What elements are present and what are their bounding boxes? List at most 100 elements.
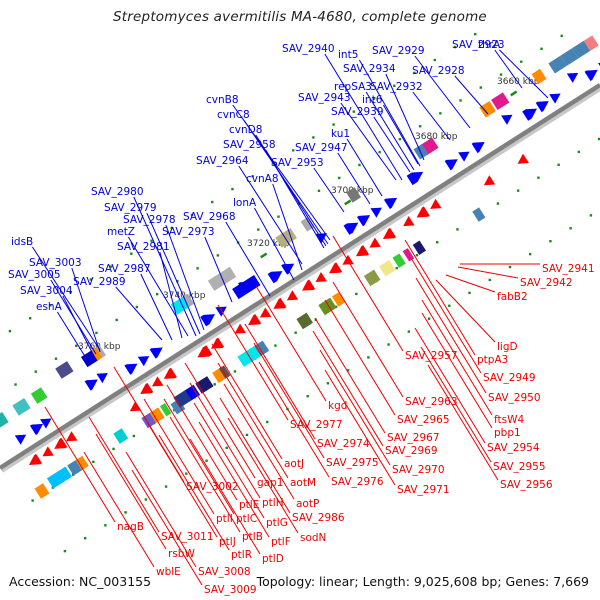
- tick-dot: [277, 215, 280, 218]
- forward-gene-arrow: [444, 159, 458, 171]
- forward-gene-arrow-shape: [40, 418, 52, 429]
- reverse-feature-box: [379, 259, 396, 277]
- tick-dot: [291, 149, 295, 152]
- reverse-gene-label: SAV_2956: [500, 479, 553, 491]
- reverse-gene-arrow-shape: [234, 323, 246, 334]
- forward-gene-label: cvnB8: [206, 94, 239, 106]
- forward-leader-line: [373, 116, 411, 173]
- reverse-gene-label: kgd: [328, 400, 347, 412]
- reverse-gene-arrow: [248, 313, 262, 326]
- forward-feature-box-shape: [232, 274, 261, 300]
- tick-dot: [358, 163, 361, 167]
- reverse-gene-arrow: [342, 254, 354, 265]
- forward-gene-arrow-shape: [267, 271, 283, 284]
- forward-leader-line: [238, 165, 303, 265]
- reverse-gene-label: wblE: [156, 566, 181, 578]
- reverse-leader-line: [223, 383, 295, 500]
- reverse-gene-label: SAV_2977: [290, 419, 343, 431]
- forward-gene-arrow: [14, 434, 27, 445]
- tick-dot: [150, 239, 153, 242]
- forward-leader-line: [146, 212, 201, 335]
- reverse-leader-line: [312, 330, 384, 447]
- reverse-leader-line: [95, 433, 167, 550]
- reverse-gene-label: SAV_3011: [161, 531, 214, 543]
- forward-gene-label: SAV_2923: [452, 39, 505, 51]
- tick-dot: [132, 434, 135, 438]
- reverse-gene-arrow: [42, 446, 54, 457]
- reverse-feature-box-shape: [34, 483, 50, 499]
- reverse-gene-arrow: [355, 245, 370, 257]
- reverse-feature-box-shape: [237, 344, 263, 367]
- reverse-gene-arrow-shape: [416, 206, 430, 218]
- tick-dot: [496, 202, 500, 205]
- tick-dot: [115, 318, 118, 322]
- reverse-leader-line: [217, 304, 289, 421]
- reverse-gene-label: SAV_2970: [392, 464, 445, 476]
- reverse-gene-label: aotJ: [284, 458, 304, 470]
- forward-feature-box-shape: [479, 101, 496, 118]
- reverse-gene-arrow: [328, 262, 343, 274]
- tick-dot: [540, 47, 543, 50]
- tick-dot: [211, 200, 214, 204]
- tick-dot: [560, 34, 563, 38]
- tick-dot: [520, 60, 523, 63]
- forward-gene-arrow-shape: [96, 373, 108, 384]
- forward-leader-line: [71, 267, 101, 353]
- reverse-gene-arrow: [140, 382, 154, 394]
- forward-leader-line: [454, 75, 489, 115]
- reverse-feature-box: [46, 466, 72, 489]
- tick-dot: [516, 189, 520, 192]
- forward-gene-label: int5: [338, 49, 358, 61]
- tick-dot: [109, 265, 113, 268]
- reverse-feature-box: [472, 207, 486, 222]
- forward-leader-line: [140, 273, 173, 341]
- reverse-gene-arrow: [416, 206, 430, 218]
- forward-leader-line: [365, 91, 415, 171]
- forward-gene-arrow: [357, 215, 371, 227]
- reverse-gene-arrow: [403, 216, 415, 227]
- reverse-gene-arrow-shape: [163, 367, 177, 379]
- reverse-feature-box-shape: [331, 292, 346, 307]
- reverse-gene-label: SAV_2969: [385, 445, 438, 457]
- reverse-feature-box-shape: [379, 259, 396, 277]
- tick-dot: [398, 137, 402, 141]
- tick-dot: [499, 73, 503, 76]
- forward-feature-box-shape: [0, 412, 9, 429]
- forward-gene-label: SAV_2964: [196, 155, 249, 167]
- reverse-gene-label: aotM: [290, 477, 316, 489]
- reverse-feature-box: [34, 483, 50, 499]
- reverse-feature-box-shape: [392, 253, 406, 268]
- reverse-gene-arrow-shape: [517, 153, 529, 164]
- forward-feature-box: [12, 398, 31, 416]
- reverse-leader-line: [427, 364, 499, 481]
- forward-gene-arrow: [584, 69, 598, 81]
- genome-stats: Topology: linear; Length: 9,025,608 bp; …: [256, 574, 589, 589]
- tick-dot: [31, 499, 34, 502]
- forward-gene-label: SAV_2958: [223, 139, 276, 151]
- forward-gene-arrow-shape: [522, 108, 537, 121]
- reverse-gene-label: SAV_2986: [292, 512, 345, 524]
- forward-leader-line: [340, 102, 397, 181]
- reverse-gene-arrow-shape: [369, 237, 381, 248]
- forward-feature-box-shape: [300, 217, 314, 232]
- reverse-feature-box: [159, 403, 172, 417]
- reverse-leader-line: [189, 438, 261, 555]
- accession-label: Accession: NC_003155: [9, 574, 152, 589]
- reverse-gene-label: SAV_2949: [483, 372, 536, 384]
- forward-gene-arrow-shape: [200, 314, 215, 327]
- forward-gene-arrow-shape: [14, 434, 27, 445]
- reverse-feature-box-shape: [113, 428, 129, 444]
- reverse-feature-box: [113, 428, 129, 444]
- forward-gene-label: SAV_2943: [298, 92, 351, 104]
- forward-gene-label: cvnD8: [229, 124, 262, 136]
- forward-feature-box-shape: [548, 55, 567, 74]
- tick-dot: [231, 187, 234, 191]
- forward-feature-box: [30, 387, 48, 404]
- tick-dot: [439, 112, 442, 115]
- forward-gene-arrow-shape: [383, 197, 398, 210]
- forward-feature-box: [55, 361, 74, 379]
- tick-dot: [346, 369, 350, 372]
- tick-dot: [488, 278, 491, 282]
- forward-gene-arrow-shape: [137, 356, 150, 367]
- forward-gene-arrow: [215, 306, 227, 317]
